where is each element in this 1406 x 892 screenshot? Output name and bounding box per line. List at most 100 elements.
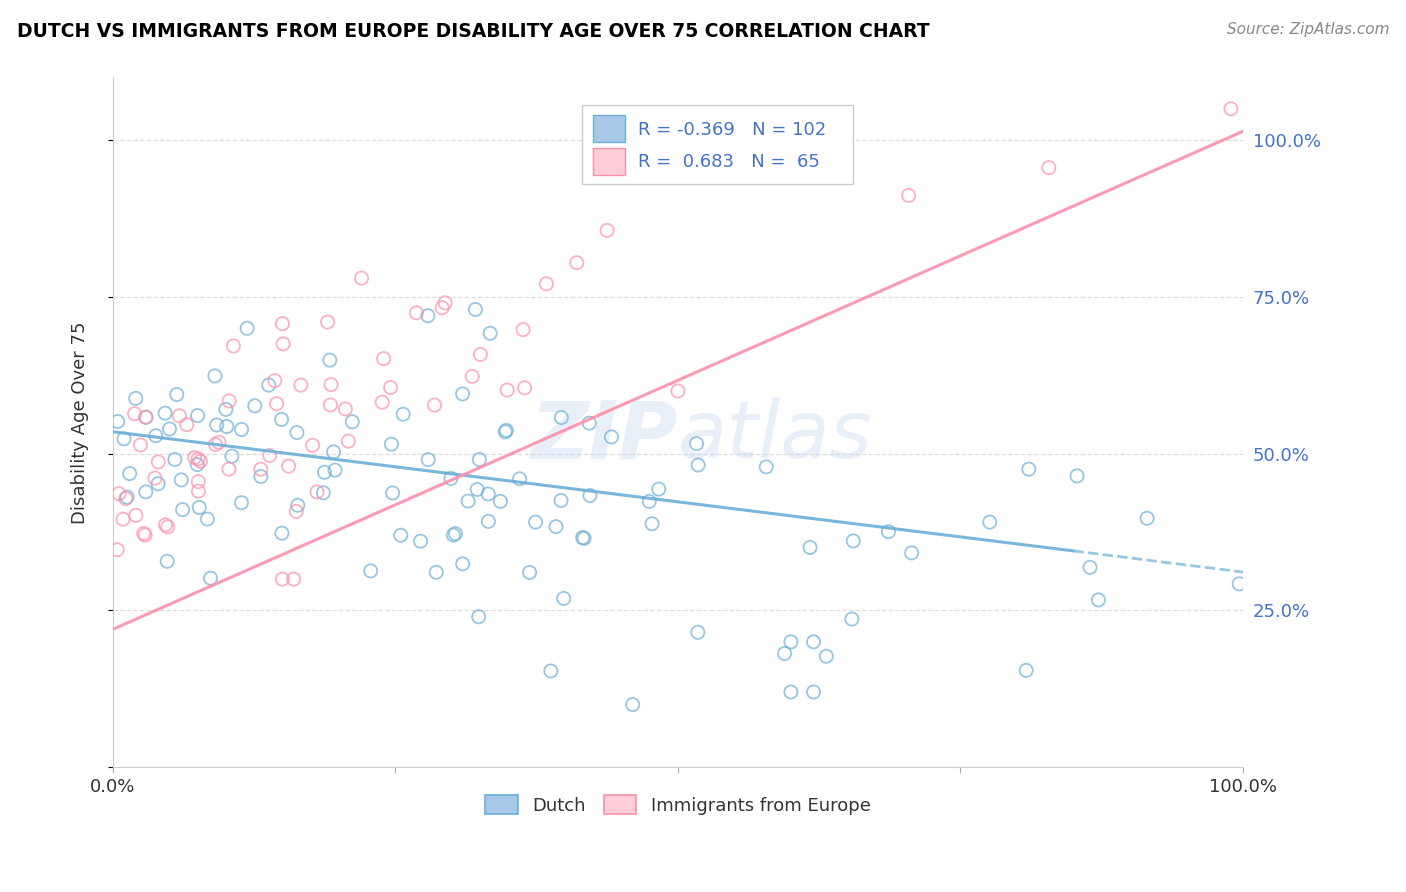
Point <box>125 508 148 523</box>
Point <box>277 459 299 474</box>
Point <box>271 572 294 586</box>
Point <box>125 392 148 406</box>
Point <box>470 347 492 361</box>
Point <box>477 487 499 501</box>
Point <box>451 557 474 571</box>
Point <box>877 524 900 539</box>
Point <box>169 409 191 423</box>
Text: atlas: atlas <box>678 397 873 475</box>
Point <box>755 459 778 474</box>
Point <box>468 452 491 467</box>
FancyBboxPatch shape <box>593 115 624 142</box>
Point <box>285 504 308 518</box>
Point <box>579 489 602 503</box>
Point <box>688 458 710 472</box>
Point <box>621 698 644 712</box>
Point <box>187 409 209 423</box>
Point <box>451 387 474 401</box>
Point <box>430 301 453 315</box>
Point <box>1136 511 1159 525</box>
Point <box>249 462 271 476</box>
Point <box>1015 664 1038 678</box>
Point <box>187 451 209 466</box>
Point <box>418 452 440 467</box>
Point <box>444 526 467 541</box>
Point <box>266 397 288 411</box>
Point <box>596 223 619 237</box>
Point <box>479 326 502 341</box>
Point <box>600 430 623 444</box>
Point <box>290 378 312 392</box>
Point <box>271 337 294 351</box>
Point <box>221 449 243 463</box>
Point <box>803 635 825 649</box>
Point <box>457 494 479 508</box>
Point <box>815 649 838 664</box>
Point <box>301 438 323 452</box>
Point <box>231 422 253 436</box>
Point <box>135 410 157 425</box>
Point <box>979 515 1001 529</box>
Point <box>163 452 186 467</box>
Point <box>544 519 567 533</box>
Point <box>335 402 357 417</box>
Point <box>571 531 593 545</box>
Point <box>114 491 136 506</box>
Point <box>187 484 209 499</box>
Point <box>188 500 211 515</box>
Point <box>425 566 447 580</box>
Point <box>540 664 562 678</box>
Point <box>197 512 219 526</box>
Point <box>512 322 534 336</box>
Point <box>536 277 558 291</box>
Point <box>314 465 336 479</box>
Point <box>524 515 547 529</box>
Point <box>270 412 292 426</box>
Point <box>156 520 179 534</box>
Point <box>440 471 463 485</box>
Point <box>495 423 517 437</box>
Point <box>423 398 446 412</box>
Point <box>380 380 402 394</box>
Point <box>215 402 238 417</box>
Point <box>842 533 865 548</box>
Point <box>115 490 138 504</box>
Point <box>666 384 689 398</box>
Point <box>135 484 157 499</box>
Text: DUTCH VS IMMIGRANTS FROM EUROPE DISABILITY AGE OVER 75 CORRELATION CHART: DUTCH VS IMMIGRANTS FROM EUROPE DISABILI… <box>17 22 929 41</box>
Point <box>572 532 595 546</box>
Point <box>686 625 709 640</box>
Point <box>183 450 205 465</box>
Point <box>118 467 141 481</box>
Point <box>205 417 228 432</box>
Point <box>172 502 194 516</box>
Point <box>381 486 404 500</box>
Point <box>1220 102 1243 116</box>
Point <box>711 170 734 185</box>
Point <box>371 395 394 409</box>
Point <box>578 416 600 430</box>
Point <box>780 635 803 649</box>
Point <box>1018 462 1040 476</box>
Point <box>337 434 360 449</box>
Point <box>434 295 457 310</box>
Point <box>236 321 259 335</box>
Point <box>322 445 344 459</box>
Point <box>166 387 188 401</box>
Point <box>218 393 240 408</box>
Point <box>135 410 157 425</box>
Point <box>416 309 439 323</box>
Point <box>465 483 488 497</box>
Point <box>231 496 253 510</box>
Point <box>360 564 382 578</box>
Point <box>319 377 342 392</box>
Point <box>250 469 273 483</box>
FancyBboxPatch shape <box>582 105 853 185</box>
Point <box>513 381 536 395</box>
Point <box>477 515 499 529</box>
Point <box>319 353 342 368</box>
Point <box>190 454 212 468</box>
Point <box>841 612 863 626</box>
Point <box>143 471 166 485</box>
Point <box>186 458 208 472</box>
